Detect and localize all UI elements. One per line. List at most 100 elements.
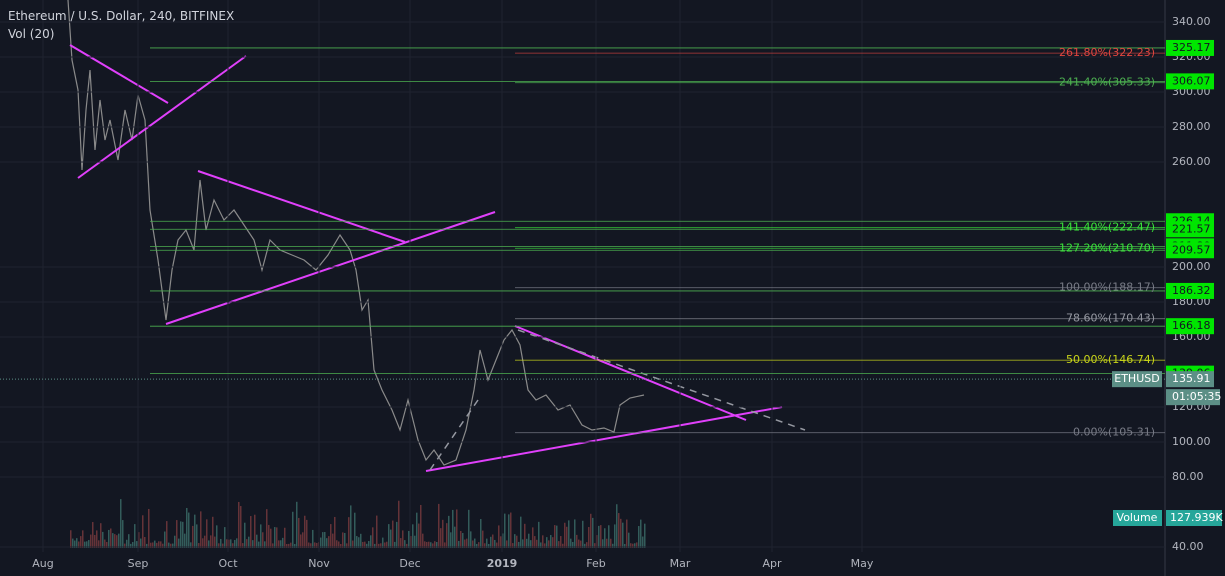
volume-bar bbox=[158, 541, 160, 548]
volume-bar bbox=[142, 515, 144, 548]
volume-bar bbox=[262, 532, 264, 548]
volume-bar bbox=[88, 540, 90, 548]
volume-bar bbox=[116, 535, 118, 548]
volume-bar bbox=[80, 536, 82, 548]
volume-bar bbox=[380, 543, 382, 548]
volume-bar bbox=[360, 533, 362, 548]
time-axis-label: Mar bbox=[670, 557, 691, 570]
volume-bar bbox=[186, 507, 188, 548]
volume-bar bbox=[332, 533, 334, 548]
volume-bar bbox=[594, 543, 596, 548]
volume-bar bbox=[272, 543, 274, 548]
volume-bar bbox=[438, 503, 440, 548]
volume-bar bbox=[390, 529, 392, 548]
volume-bar bbox=[192, 525, 194, 548]
volume-bar bbox=[202, 538, 204, 548]
volume-bar bbox=[588, 527, 590, 548]
volume-bar bbox=[612, 543, 614, 548]
volume-bar bbox=[532, 527, 534, 548]
volume-bar bbox=[198, 543, 200, 548]
volume-bar bbox=[82, 530, 84, 548]
volume-bar bbox=[364, 541, 366, 548]
volume-bar bbox=[326, 538, 328, 548]
volume-bar bbox=[234, 540, 236, 548]
volume-bar bbox=[600, 525, 602, 548]
time-axis-label: Apr bbox=[762, 557, 782, 570]
volume-bar bbox=[314, 542, 316, 548]
time-axis-label: May bbox=[851, 557, 874, 570]
volume-bar bbox=[400, 538, 402, 548]
volume-bar bbox=[586, 542, 588, 548]
volume-bar bbox=[598, 525, 600, 548]
volume-bar bbox=[578, 539, 580, 548]
volume-bar bbox=[190, 542, 192, 548]
volume-bar bbox=[206, 519, 208, 548]
volume-bar bbox=[540, 542, 542, 548]
volume-bar bbox=[338, 541, 340, 548]
volume-bar bbox=[478, 542, 480, 548]
time-axis-label: Sep bbox=[128, 557, 149, 570]
volume-bar bbox=[242, 543, 244, 548]
volume-bar bbox=[254, 514, 256, 548]
volume-bar bbox=[282, 537, 284, 548]
volume-bar bbox=[440, 528, 442, 548]
volume-bar bbox=[500, 536, 502, 548]
volume-bar bbox=[416, 512, 418, 548]
volume-bar bbox=[226, 539, 228, 548]
volume-bar bbox=[644, 523, 646, 548]
volume-bar bbox=[96, 530, 98, 548]
volume-bar bbox=[528, 533, 530, 548]
volume-bar bbox=[170, 543, 172, 548]
volume-bar bbox=[152, 542, 154, 548]
volume-bar bbox=[344, 532, 346, 548]
volume-bar bbox=[148, 508, 150, 548]
volume-bar bbox=[398, 500, 400, 548]
volume-bar bbox=[140, 538, 142, 548]
volume-bar bbox=[122, 520, 124, 548]
volume-bar bbox=[266, 509, 268, 548]
volume-bar bbox=[330, 524, 332, 548]
volume-bar bbox=[602, 539, 604, 548]
volume-bar bbox=[118, 533, 120, 548]
volume-bar bbox=[320, 537, 322, 548]
price-tag bbox=[1166, 39, 1214, 56]
volume-bar bbox=[238, 501, 240, 548]
volume-bar bbox=[240, 506, 242, 548]
volume-bar bbox=[124, 543, 126, 548]
volume-bar bbox=[214, 536, 216, 548]
price-tag-label: 306.07 bbox=[1172, 74, 1211, 87]
volume-bar bbox=[298, 517, 300, 548]
time-axis-label: Aug bbox=[32, 557, 53, 570]
volume-bar bbox=[534, 536, 536, 548]
volume-bar bbox=[204, 535, 206, 548]
price-axis-label: 100.00 bbox=[1172, 435, 1211, 448]
volume-bar bbox=[196, 524, 198, 548]
volume-bar bbox=[464, 539, 466, 548]
volume-bar bbox=[78, 541, 80, 548]
volume-bar bbox=[120, 499, 122, 548]
price-tag bbox=[1166, 282, 1214, 299]
volume-bar bbox=[414, 535, 416, 548]
volume-bar bbox=[526, 538, 528, 548]
volume-bar bbox=[208, 540, 210, 548]
price-tag bbox=[1166, 221, 1214, 238]
volume-bar bbox=[634, 543, 636, 548]
volume-bar bbox=[70, 530, 72, 548]
volume-bar bbox=[150, 542, 152, 548]
volume-bar bbox=[220, 538, 222, 548]
volume-bar bbox=[504, 513, 506, 548]
volume-bar bbox=[516, 535, 518, 548]
trend-line bbox=[425, 406, 783, 472]
volume-bar bbox=[84, 541, 86, 548]
fib-label: 241.40%(305.33) bbox=[1059, 76, 1155, 89]
volume-bar bbox=[362, 541, 364, 548]
volume-value-label: 127.939K bbox=[1170, 511, 1223, 524]
countdown-tag bbox=[1166, 389, 1220, 406]
volume-bar bbox=[280, 540, 282, 548]
volume-bar bbox=[346, 543, 348, 548]
volume-bar bbox=[490, 536, 492, 548]
volume-bar bbox=[106, 541, 108, 548]
volume-bar bbox=[86, 541, 88, 548]
volume-bars bbox=[70, 499, 646, 548]
price-axis-label: 340.00 bbox=[1172, 15, 1211, 28]
